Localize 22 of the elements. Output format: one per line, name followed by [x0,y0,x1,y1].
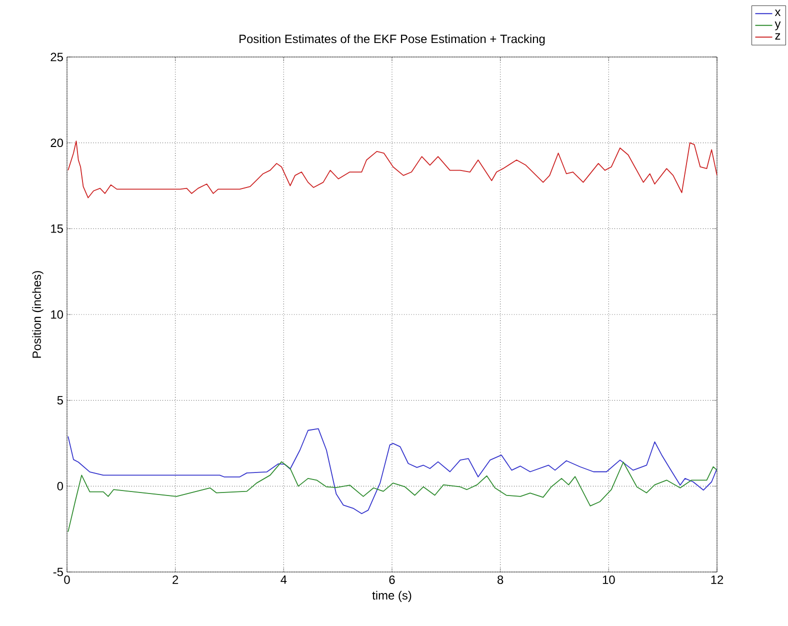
chart-title: Position Estimates of the EKF Pose Estimation + Tracking [240,34,545,46]
x-tick-label: 10 [602,576,615,584]
x-axis-title: time (s) [372,590,412,602]
x-tick-label: 2 [172,576,178,584]
x-tick-label: 8 [498,576,504,584]
line-series [68,140,718,198]
line-series [68,461,718,532]
x-tick-label: 0 [64,576,70,584]
y-tick-label: -5 [53,568,63,576]
y-tick-label: 5 [57,396,63,404]
y-tick-label: 10 [51,310,64,319]
y-tick-label: 0 [57,482,64,490]
legend-label: x [774,10,781,16]
x-tick-label: 6 [389,576,395,584]
y-tick-label: 15 [51,224,63,233]
legend-label: y [774,21,781,30]
y-axis-title: Position (inches) [32,271,44,358]
y-tick-label: 25 [50,52,63,62]
legend-label: z [775,33,780,40]
x-tick-label: 4 [280,576,287,584]
x-tick-label: 12 [711,576,724,584]
y-tick-label: 20 [50,138,64,148]
